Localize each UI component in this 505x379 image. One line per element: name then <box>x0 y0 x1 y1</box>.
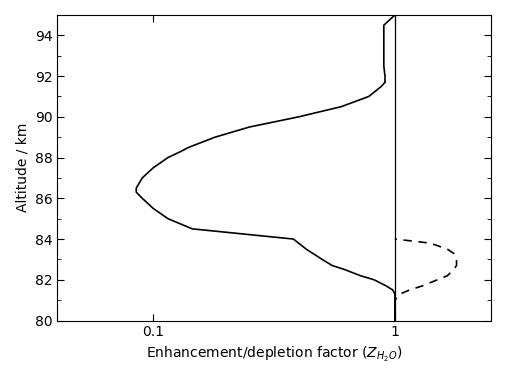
Y-axis label: Altitude / km: Altitude / km <box>15 123 29 213</box>
X-axis label: Enhancement/depletion factor ($Z_{H_2O}$): Enhancement/depletion factor ($Z_{H_2O}$… <box>145 345 401 364</box>
